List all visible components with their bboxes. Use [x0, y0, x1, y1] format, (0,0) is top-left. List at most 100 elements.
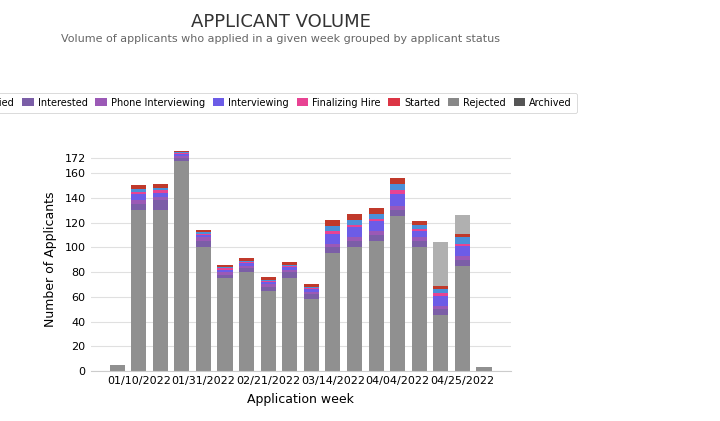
X-axis label: Application week: Application week [247, 393, 354, 406]
Bar [304, 292, 319, 294]
Bar [412, 221, 427, 225]
Bar [390, 194, 405, 206]
Bar [261, 285, 276, 287]
Bar [239, 266, 254, 268]
Bar [196, 247, 211, 371]
Y-axis label: Number of Applicants: Number of Applicants [45, 192, 58, 328]
Bar [153, 190, 168, 193]
Bar [153, 188, 168, 190]
Bar [325, 247, 341, 253]
Bar [261, 282, 276, 285]
Bar [153, 197, 168, 200]
Bar [174, 153, 189, 155]
Bar [174, 158, 189, 160]
Bar [412, 241, 427, 247]
Bar [217, 272, 233, 274]
Bar [196, 237, 211, 241]
Bar [369, 235, 384, 241]
Bar [174, 155, 189, 156]
Bar [131, 210, 146, 371]
Bar [239, 268, 254, 272]
Bar [261, 280, 276, 281]
Bar [433, 309, 449, 315]
Bar [325, 226, 341, 231]
Bar [304, 287, 319, 288]
Bar [369, 219, 384, 221]
Bar [347, 214, 362, 220]
Bar [261, 290, 276, 371]
Bar [196, 230, 211, 232]
Bar [304, 299, 319, 371]
Bar [433, 286, 449, 289]
Bar [196, 235, 211, 237]
Bar [455, 215, 470, 234]
Bar [325, 244, 341, 247]
Bar [390, 206, 405, 210]
Bar [131, 204, 146, 210]
Text: APPLICANT VOLUME: APPLICANT VOLUME [191, 13, 371, 31]
Bar [261, 277, 276, 280]
Bar [369, 231, 384, 235]
Bar [304, 285, 319, 287]
Bar [412, 247, 427, 371]
Bar [455, 234, 470, 237]
Bar [325, 234, 341, 244]
Bar [217, 268, 233, 269]
Bar [390, 178, 405, 184]
Bar [109, 365, 125, 371]
Bar [304, 294, 319, 299]
Bar [217, 267, 233, 268]
Text: Volume of applicants who applied in a given week grouped by applicant status: Volume of applicants who applied in a gi… [61, 34, 500, 44]
Bar [325, 220, 341, 226]
Bar [455, 260, 470, 266]
Bar [455, 266, 470, 371]
Bar [347, 241, 362, 247]
Bar [239, 272, 254, 371]
Bar [282, 265, 297, 266]
Bar [153, 184, 168, 188]
Bar [412, 237, 427, 241]
Bar [455, 256, 470, 260]
Bar [131, 194, 146, 200]
Bar [282, 267, 297, 269]
Bar [325, 253, 341, 371]
Bar [261, 281, 276, 282]
Bar [304, 289, 319, 292]
Bar [282, 278, 297, 371]
Bar [369, 208, 384, 214]
Bar [390, 184, 405, 190]
Bar [174, 152, 189, 153]
Bar [261, 287, 276, 290]
Bar [369, 241, 384, 371]
Bar [282, 269, 297, 272]
Bar [390, 216, 405, 371]
Bar [131, 200, 146, 204]
Bar [347, 225, 362, 227]
Bar [455, 237, 470, 244]
Bar [433, 306, 449, 309]
Bar [239, 258, 254, 261]
Bar [174, 156, 189, 158]
Bar [433, 293, 449, 296]
Bar [282, 272, 297, 278]
Bar [433, 242, 449, 286]
Bar [412, 231, 427, 237]
Bar [131, 185, 146, 189]
Bar [196, 234, 211, 235]
Bar [390, 210, 405, 216]
Bar [369, 214, 384, 219]
Bar [131, 192, 146, 194]
Bar [455, 244, 470, 246]
Bar [347, 227, 362, 237]
Bar [369, 221, 384, 231]
Bar [455, 246, 470, 256]
Bar [347, 247, 362, 371]
Bar [174, 160, 189, 371]
Bar [239, 261, 254, 262]
Bar [196, 232, 211, 234]
Bar [153, 200, 168, 210]
Bar [433, 296, 449, 306]
Bar [325, 231, 341, 234]
Bar [174, 151, 189, 152]
Bar [196, 241, 211, 247]
